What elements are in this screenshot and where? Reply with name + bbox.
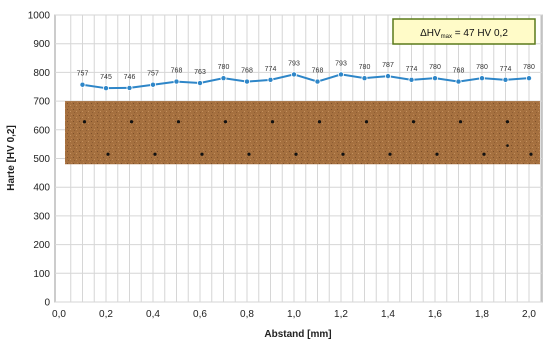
data-label: 774 xyxy=(500,66,512,73)
indent-mark xyxy=(482,152,486,156)
data-label: 768 xyxy=(171,68,183,75)
x-tick-label: 1,0 xyxy=(287,309,301,320)
x-tick-label: 1,4 xyxy=(381,309,395,320)
data-point xyxy=(337,71,344,78)
data-point xyxy=(196,80,203,87)
x-tick-label: 0,8 xyxy=(240,309,254,320)
y-tick-label: 0 xyxy=(44,298,50,309)
y-tick-label: 1000 xyxy=(28,11,51,22)
y-tick-label: 900 xyxy=(33,39,50,50)
data-label: 780 xyxy=(476,64,488,71)
data-label: 768 xyxy=(241,68,253,75)
y-tick-label: 300 xyxy=(33,211,50,222)
data-point xyxy=(361,75,368,82)
data-point xyxy=(126,84,133,91)
data-point xyxy=(408,76,415,83)
data-label: 768 xyxy=(453,68,465,75)
data-label: 780 xyxy=(429,64,441,71)
data-point xyxy=(455,78,462,85)
indent-mark xyxy=(458,120,463,124)
annotation-main: ΔHV xyxy=(420,28,441,39)
data-label: 746 xyxy=(124,74,136,81)
indent-mark xyxy=(200,152,204,156)
data-point xyxy=(314,78,321,85)
x-tick-label: 1,8 xyxy=(475,309,489,320)
annotation-text: ΔHVmax = 47 HV 0,2 xyxy=(420,28,508,40)
axis-ticks: 0 100 200 300 400 500 600 700 800 900 1000 0,0 0,2 0,… xyxy=(28,11,537,321)
x-tick-label: 0,6 xyxy=(193,309,207,320)
y-tick-label: 400 xyxy=(33,183,50,194)
indent-mark xyxy=(129,120,134,124)
x-axis-title: Abstand [mm] xyxy=(264,329,331,340)
data-point xyxy=(173,78,180,85)
indent-mark xyxy=(270,120,275,124)
y-tick-label: 500 xyxy=(33,154,50,165)
data-label: 774 xyxy=(406,66,418,73)
data-label: 793 xyxy=(335,60,347,67)
y-axis-title: Harte [HV 0,2] xyxy=(6,125,17,191)
x-tick-label: 1,6 xyxy=(428,309,442,320)
y-tick-label: 100 xyxy=(33,269,50,280)
series-line xyxy=(82,73,530,90)
data-label: 787 xyxy=(382,62,394,69)
x-tick-label: 0,0 xyxy=(52,309,66,320)
y-tick-label: 200 xyxy=(33,240,50,251)
data-point xyxy=(526,75,533,82)
data-point xyxy=(267,76,274,83)
indent-mark xyxy=(505,120,510,124)
data-label: 768 xyxy=(312,68,324,75)
indent-mark xyxy=(341,152,345,156)
data-point xyxy=(290,71,297,78)
data-label: 780 xyxy=(359,64,371,71)
indent-mark xyxy=(529,152,533,156)
indent-mark xyxy=(317,120,322,124)
indent-mark xyxy=(223,120,228,124)
micrograph-band xyxy=(65,101,540,165)
data-point xyxy=(149,81,156,88)
data-point xyxy=(220,75,227,82)
indent-mark xyxy=(82,120,87,124)
x-tick-label: 1,2 xyxy=(334,309,348,320)
data-label: 757 xyxy=(77,71,89,78)
x-tick-label: 0,4 xyxy=(146,309,160,320)
data-label: 774 xyxy=(265,66,277,73)
data-label: 745 xyxy=(100,74,112,81)
data-point xyxy=(478,75,485,82)
data-point xyxy=(79,81,86,88)
annotation-rest: = 47 HV 0,2 xyxy=(452,28,508,39)
indent-mark xyxy=(106,152,110,156)
indent-mark xyxy=(364,120,369,124)
indent-mark xyxy=(176,120,181,124)
data-point xyxy=(384,73,391,80)
data-point xyxy=(243,78,250,85)
x-tick-label: 2,0 xyxy=(522,309,536,320)
annotation-box: ΔHVmax = 47 HV 0,2 xyxy=(392,18,536,45)
indent-mark xyxy=(388,152,392,156)
data-label: 780 xyxy=(523,64,535,71)
indent-mark xyxy=(153,152,157,156)
y-tick-label: 800 xyxy=(33,68,50,79)
x-tick-label: 0,2 xyxy=(99,309,113,320)
indent-mark xyxy=(247,152,251,156)
data-label: 757 xyxy=(147,71,159,78)
series-hardness: 757 745 746 757 768 763 780 768 774 793 768 793 780 7… xyxy=(77,60,535,92)
data-point xyxy=(431,75,438,82)
annotation-frame xyxy=(392,18,536,45)
data-point xyxy=(502,76,509,83)
y-tick-label: 600 xyxy=(33,125,50,136)
indent-mark xyxy=(294,152,298,156)
indent-mark xyxy=(506,144,509,147)
data-label: 780 xyxy=(218,64,230,71)
micrograph-inset xyxy=(65,101,540,165)
annotation-sub: max xyxy=(441,34,452,40)
indent-mark xyxy=(435,152,439,156)
data-label: 763 xyxy=(194,69,206,76)
indent-mark xyxy=(411,120,416,124)
data-label: 793 xyxy=(288,60,300,67)
data-point xyxy=(103,85,110,92)
y-tick-label: 700 xyxy=(33,97,50,108)
